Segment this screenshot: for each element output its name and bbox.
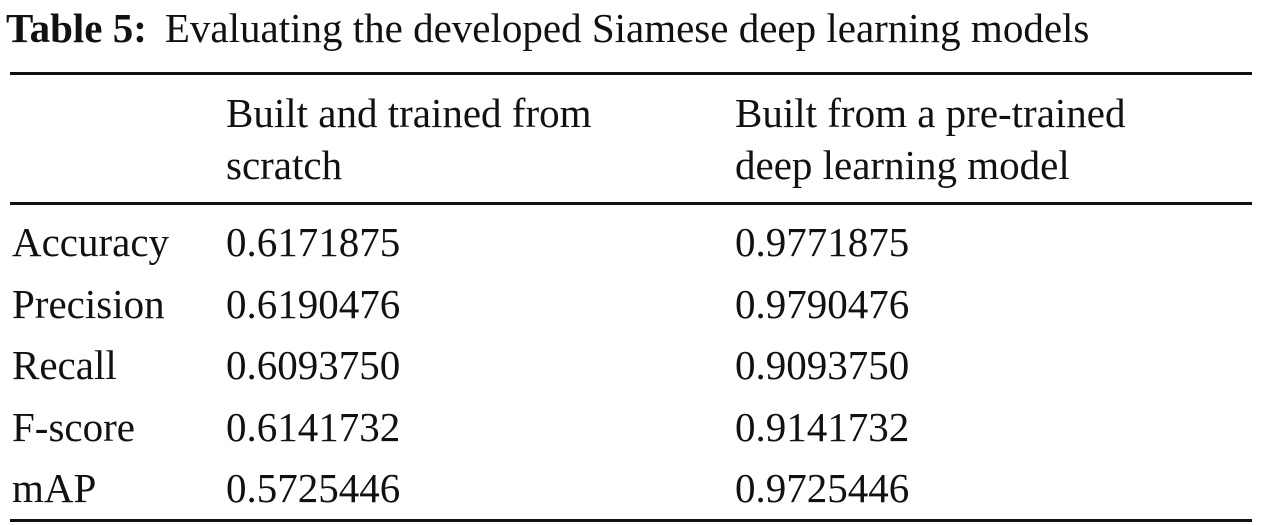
cell-value: 0.9771875: [735, 219, 910, 265]
cell-value: 0.9141732: [735, 403, 910, 450]
caption: Table 5: Evaluating the developed Siamese…: [6, 4, 1089, 52]
cell-value: 0.6171875: [226, 219, 401, 265]
top-rule: [10, 72, 1252, 75]
caption-text: Evaluating the developed Siamese deep le…: [164, 5, 1090, 51]
cell-value: 0.9790476: [735, 280, 910, 327]
cell-value: 0.6141732: [226, 403, 401, 450]
cell-value: 0.6190476: [226, 280, 401, 327]
cell-value: 0.5725446: [226, 465, 401, 511]
cell-value: 0.9093750: [735, 342, 910, 388]
row-label: Accuracy: [12, 219, 170, 265]
row-label: Precision: [12, 280, 165, 327]
row-label: F-score: [12, 403, 135, 450]
caption-label: Table 5:: [6, 5, 147, 51]
bottom-rule: [10, 519, 1252, 522]
cell-value: 0.9725446: [735, 465, 910, 511]
row-label: mAP: [12, 465, 97, 511]
column-header: Built and trained from scratch: [226, 90, 592, 188]
row-label: Recall: [12, 342, 117, 388]
mid-rule: [10, 202, 1252, 205]
cell-value: 0.6093750: [226, 342, 401, 388]
column-header: Built from a pre-trained deep learning m…: [735, 90, 1126, 188]
